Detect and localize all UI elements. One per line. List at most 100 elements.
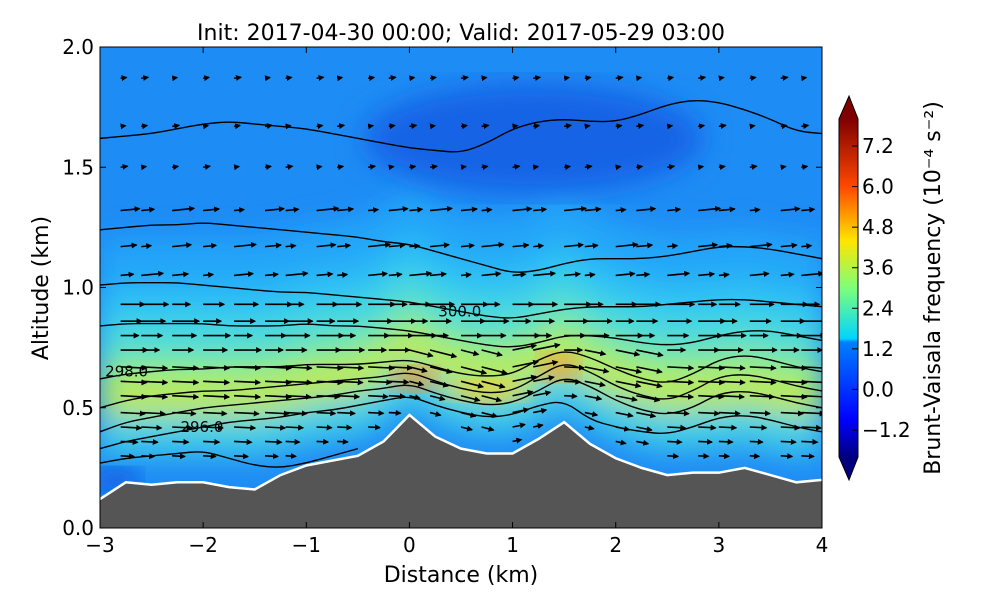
wind-vector <box>667 243 679 250</box>
wind-vector <box>285 424 305 431</box>
wind-vector <box>172 379 200 386</box>
x-tick-label: 1 <box>506 533 519 557</box>
wind-vector <box>316 164 323 171</box>
wind-vector <box>615 207 627 214</box>
colorbar-tick-label: 2.4 <box>862 296 894 320</box>
colorbar-tick-label: 6.0 <box>862 175 894 199</box>
wind-vector <box>337 410 356 417</box>
wind-vector <box>512 206 533 213</box>
wind-vector <box>718 75 725 82</box>
wind-vector <box>172 364 200 371</box>
wind-vector <box>533 206 548 213</box>
wind-vector <box>801 206 816 213</box>
wind-vector <box>801 164 809 171</box>
field-band <box>100 187 822 300</box>
wind-vector <box>337 164 345 171</box>
wind-vector <box>481 123 490 130</box>
wind-vector <box>801 380 822 384</box>
wind-vector <box>368 393 389 400</box>
wind-vector <box>141 439 159 445</box>
wind-vector <box>481 380 506 389</box>
wind-vector <box>780 364 808 371</box>
wind-vector <box>749 75 757 82</box>
contour-label: 298.0 <box>105 363 148 381</box>
wind-vector <box>234 393 262 400</box>
wind-vector <box>780 123 788 130</box>
wind-vector <box>429 242 450 249</box>
wind-vector <box>698 424 717 431</box>
wind-vector <box>666 123 674 130</box>
wind-vector <box>780 242 798 249</box>
wind-vector <box>698 393 725 400</box>
wind-vector <box>564 378 582 385</box>
x-tick-label: 0 <box>403 533 416 557</box>
wind-vector <box>481 411 499 419</box>
wind-vector <box>512 437 523 444</box>
wind-vector <box>636 164 644 171</box>
wind-vector <box>667 424 687 431</box>
x-tick-label: 3 <box>712 533 725 557</box>
wind-vector <box>584 75 592 82</box>
wind-vector <box>316 74 325 81</box>
wind-vector <box>203 393 231 400</box>
y-tick-label: 0.0 <box>62 516 94 540</box>
wind-vector <box>718 364 746 371</box>
wind-vector <box>801 394 822 398</box>
wind-vector <box>316 242 337 249</box>
wind-vector <box>409 206 424 213</box>
wind-vector <box>285 206 300 213</box>
wind-vector <box>460 242 475 249</box>
y-axis-label: Altitude (km) <box>29 216 54 360</box>
wind-vector <box>749 364 777 371</box>
terrain-fill <box>100 414 822 528</box>
wind-vector <box>698 438 714 445</box>
wind-vector <box>481 425 495 432</box>
wind-vector <box>512 407 530 414</box>
y-axis-ticks: 0.0 0.5 1.0 1.5 2.0 <box>62 35 822 540</box>
wind-vector <box>429 380 450 388</box>
wind-vector <box>460 349 480 357</box>
wind-vector <box>233 123 242 130</box>
wind-vector <box>388 364 414 371</box>
wind-vector <box>780 393 808 400</box>
wind-vector <box>336 75 344 82</box>
wind-vector <box>429 394 446 402</box>
wind-vector <box>264 123 273 130</box>
wind-vector <box>636 426 653 433</box>
x-tick-label: 2 <box>609 533 622 557</box>
wind-vector <box>368 241 392 248</box>
wind-vector <box>409 349 434 358</box>
wind-vector <box>533 74 542 81</box>
wind-vector <box>368 364 396 371</box>
wind-vector <box>615 425 631 432</box>
wind-vector <box>120 439 139 446</box>
chart-title: Init: 2017-04-30 00:00; Valid: 2017-05-2… <box>197 21 725 46</box>
wind-vector <box>285 243 297 250</box>
wind-vector <box>615 411 634 418</box>
wind-vector <box>584 411 599 418</box>
wind-vector <box>718 271 730 278</box>
wind-vector <box>460 380 485 389</box>
wind-vector <box>203 379 231 386</box>
wind-vector <box>460 271 472 278</box>
wind-vector <box>749 379 777 386</box>
wind-vector <box>337 438 349 445</box>
wind-vector <box>584 380 606 388</box>
wind-vector <box>564 205 588 212</box>
wind-vector <box>264 164 272 171</box>
wind-vector <box>460 425 474 432</box>
wind-vector <box>388 206 409 213</box>
wind-vector <box>264 453 279 460</box>
wind-vector <box>718 242 733 249</box>
wind-vector <box>636 349 664 358</box>
wind-vector <box>203 364 231 371</box>
wind-vector <box>316 379 344 386</box>
wind-vector <box>203 424 224 431</box>
wind-vector <box>264 410 290 417</box>
wind-vector <box>409 394 421 401</box>
wind-vector <box>120 364 148 371</box>
wind-vector <box>234 453 249 460</box>
wind-vector <box>801 243 813 250</box>
wind-vector <box>718 206 736 213</box>
wind-vector <box>120 75 128 82</box>
